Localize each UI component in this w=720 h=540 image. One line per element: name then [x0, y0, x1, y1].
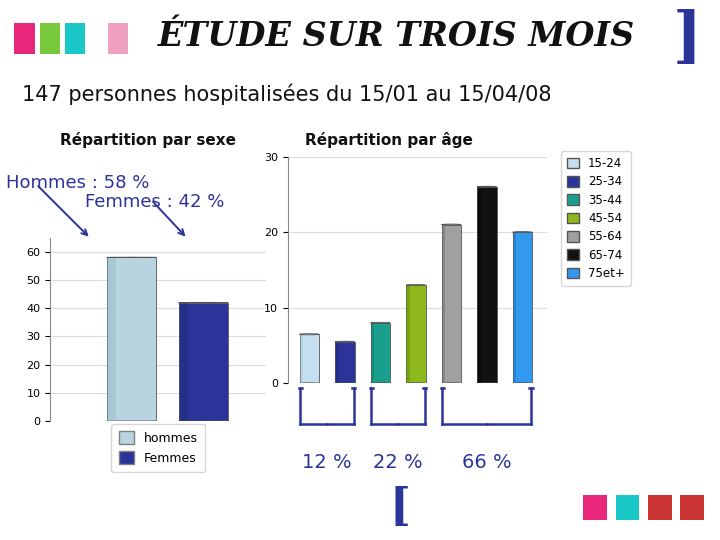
Ellipse shape — [441, 383, 461, 384]
Text: Répartition par sexe: Répartition par sexe — [60, 132, 235, 149]
Ellipse shape — [513, 232, 532, 233]
Polygon shape — [107, 258, 115, 421]
Ellipse shape — [477, 186, 497, 187]
FancyBboxPatch shape — [65, 23, 85, 55]
Ellipse shape — [477, 383, 497, 384]
Bar — [300, 334, 319, 383]
Ellipse shape — [300, 383, 319, 384]
Bar — [406, 285, 426, 383]
Ellipse shape — [335, 341, 354, 342]
Polygon shape — [477, 187, 480, 383]
FancyBboxPatch shape — [14, 23, 35, 55]
Bar — [441, 225, 461, 383]
Legend: hommes, Femmes: hommes, Femmes — [112, 424, 205, 472]
Polygon shape — [179, 302, 187, 421]
Text: 147 personnes hospitalisées du 15/01 au 15/04/08: 147 personnes hospitalisées du 15/01 au … — [22, 84, 551, 105]
Text: Femmes : 42 %: Femmes : 42 % — [85, 193, 224, 211]
Bar — [477, 187, 497, 383]
Polygon shape — [513, 232, 516, 383]
Bar — [107, 258, 156, 421]
Bar — [513, 232, 532, 383]
Ellipse shape — [371, 383, 390, 384]
Polygon shape — [371, 323, 374, 383]
Text: 12 %: 12 % — [302, 453, 352, 471]
Ellipse shape — [406, 383, 426, 384]
Polygon shape — [441, 225, 445, 383]
Ellipse shape — [513, 383, 532, 384]
Text: 66 %: 66 % — [462, 453, 512, 471]
Bar — [371, 323, 390, 383]
Ellipse shape — [300, 334, 319, 335]
Bar — [179, 302, 228, 421]
Text: [: [ — [389, 486, 410, 529]
Bar — [335, 342, 354, 383]
FancyBboxPatch shape — [583, 495, 607, 520]
Legend: 15-24, 25-34, 35-44, 45-54, 55-64, 65-74, 75et+: 15-24, 25-34, 35-44, 45-54, 55-64, 65-74… — [561, 151, 631, 286]
Polygon shape — [300, 334, 303, 383]
FancyBboxPatch shape — [616, 495, 639, 520]
FancyBboxPatch shape — [40, 23, 60, 55]
Polygon shape — [406, 285, 410, 383]
FancyBboxPatch shape — [680, 495, 704, 520]
Ellipse shape — [406, 285, 426, 286]
Text: 22 %: 22 % — [373, 453, 423, 471]
Text: ]: ] — [673, 9, 702, 69]
FancyBboxPatch shape — [108, 23, 128, 55]
Text: Répartition par âge: Répartition par âge — [305, 132, 473, 149]
Text: Hommes : 58 %: Hommes : 58 % — [6, 174, 150, 192]
Text: ÉTUDE SUR TROIS MOIS: ÉTUDE SUR TROIS MOIS — [158, 20, 634, 53]
Ellipse shape — [371, 322, 390, 323]
Ellipse shape — [335, 383, 354, 384]
FancyBboxPatch shape — [648, 495, 672, 520]
Polygon shape — [335, 342, 338, 383]
Ellipse shape — [441, 224, 461, 225]
